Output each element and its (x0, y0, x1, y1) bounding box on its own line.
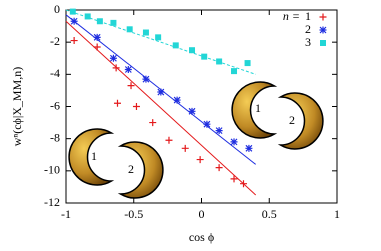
legend-marker (319, 13, 327, 21)
marker (196, 156, 204, 164)
crescent-label: 2 (128, 162, 134, 176)
x-axis-label: cos ϕ (189, 230, 214, 244)
crescent (231, 81, 278, 139)
y-tick-label: -12 (44, 195, 60, 209)
fit-line (65, 9, 256, 75)
marker (165, 136, 173, 144)
illustration: 1 2 (68, 128, 164, 199)
marker (215, 164, 223, 172)
marker (155, 34, 162, 41)
marker (126, 26, 133, 33)
marker (215, 127, 223, 135)
marker (149, 119, 157, 127)
y-tick-label: -2 (50, 34, 60, 48)
y-tick-label: -10 (44, 163, 60, 177)
x-tick-label: -0.5 (124, 207, 143, 221)
marker (181, 144, 189, 152)
marker (245, 144, 253, 152)
legend-marker (319, 26, 327, 34)
crescent-label: 1 (255, 101, 261, 115)
y-tick-label: -6 (50, 98, 60, 112)
y-tick-label: -8 (50, 130, 60, 144)
marker (188, 107, 196, 115)
marker (231, 68, 238, 75)
marker (113, 99, 121, 107)
y-tick-label: -4 (50, 66, 60, 80)
y-axis-label: wⁿ(cϕ|X_MM,n) (10, 67, 24, 147)
crescent (68, 128, 115, 186)
marker (142, 75, 150, 83)
marker (93, 43, 101, 51)
legend-marker (320, 40, 326, 46)
marker (201, 53, 208, 60)
x-tick-label: 1 (334, 207, 340, 221)
legend-title: n = (283, 9, 300, 23)
marker (109, 54, 117, 62)
legend-label: 2 (305, 22, 311, 36)
marker (172, 42, 179, 49)
crescent (277, 92, 324, 150)
plot-area: 0 -2 -4 -6 -8 -10 -12-1 -0.5 0 0.5 1 cos ϕ wⁿ(cϕ|X_M… (10, 2, 340, 244)
legend-label: 1 (305, 9, 311, 23)
x-tick-label: -1 (61, 207, 71, 221)
crescent (117, 141, 164, 199)
marker (216, 58, 223, 65)
marker (127, 82, 135, 90)
marker (203, 120, 211, 128)
marker (70, 37, 78, 45)
marker (142, 29, 149, 36)
marker (230, 138, 238, 146)
marker (84, 13, 91, 20)
marker (112, 64, 120, 72)
marker (244, 60, 251, 67)
crescent-label: 2 (289, 113, 295, 127)
marker (230, 175, 238, 183)
y-tick-label: 0 (54, 2, 60, 16)
marker (93, 33, 101, 41)
marker (70, 17, 78, 25)
plot-frame (65, 9, 338, 204)
marker (110, 19, 117, 26)
marker (240, 180, 248, 188)
x-tick-label: 0 (199, 207, 205, 221)
x-tick-label: 0.5 (262, 207, 277, 221)
legend-label: 3 (305, 35, 311, 49)
marker (69, 8, 76, 15)
marker (189, 47, 196, 54)
marker (173, 96, 181, 104)
marker (124, 66, 132, 74)
illustration: 1 2 (231, 81, 324, 150)
marker (157, 88, 165, 96)
crescent-label: 1 (91, 149, 97, 163)
marker (96, 18, 103, 25)
marker (132, 103, 140, 110)
